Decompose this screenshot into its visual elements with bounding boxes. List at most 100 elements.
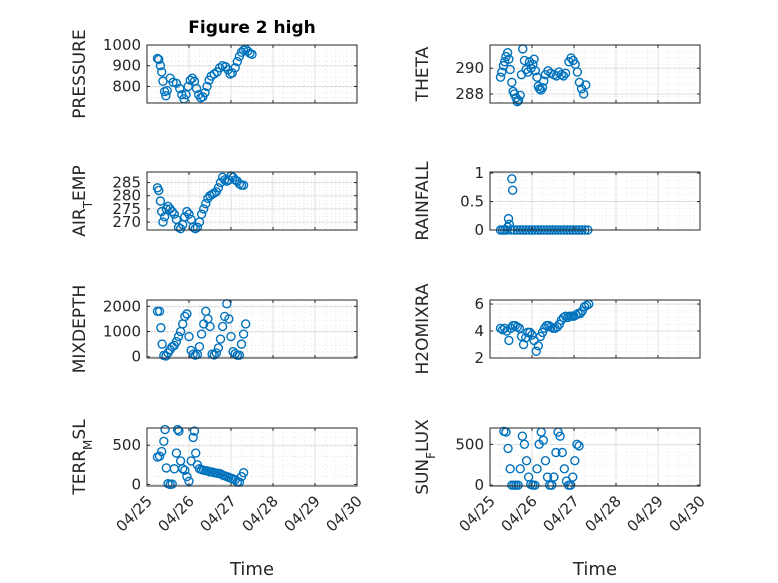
data-point (217, 321, 228, 332)
data-point (171, 448, 182, 458)
x-tick-label: 04/26 (498, 492, 541, 535)
data-point (183, 81, 193, 92)
data-point (574, 441, 584, 451)
x-tick-label: 04/29 (281, 492, 324, 535)
y-tick-label: 900 (112, 57, 141, 75)
data-point (167, 206, 177, 217)
y-axis-label: SUNFLUX (413, 419, 438, 495)
data-point (154, 306, 165, 317)
data-point (202, 81, 212, 92)
data-point (156, 67, 167, 77)
y-tick-label: 6 (474, 295, 484, 313)
data-point (515, 464, 525, 474)
data-point (205, 321, 215, 332)
data-point (215, 334, 226, 344)
data-point (516, 69, 527, 80)
data-point (552, 322, 562, 332)
data-point (196, 329, 207, 339)
y-tick-label: 4 (474, 322, 484, 340)
data-point (238, 329, 249, 339)
data-point (159, 436, 169, 447)
data-point (500, 323, 510, 334)
data-point (171, 336, 182, 347)
data-point (538, 435, 549, 445)
data-point (549, 472, 559, 482)
data-point (156, 323, 166, 333)
data-series (495, 44, 591, 107)
data-point (507, 77, 517, 88)
y-tick-label: 1000 (103, 323, 141, 341)
data-series (152, 171, 249, 234)
data-point (247, 49, 257, 60)
data-point (505, 64, 515, 75)
data-point (213, 183, 224, 193)
data-point (512, 322, 522, 332)
x-tick-label: 04/29 (624, 492, 667, 535)
data-point (572, 67, 583, 77)
data-point (570, 455, 580, 466)
x-tick-label: 04/27 (540, 492, 583, 535)
data-point (234, 179, 245, 189)
panel-mixdepth: 0 1000 2000 MIXDEPTH (70, 285, 358, 373)
data-point (174, 426, 184, 436)
axes-box (489, 427, 701, 487)
data-point (537, 82, 548, 93)
x-tick-label: 04/27 (197, 492, 240, 535)
data-point (169, 209, 180, 219)
data-series (152, 299, 251, 361)
data-point (192, 222, 203, 233)
y-tick-label: 2 (474, 349, 484, 367)
axes-box (146, 44, 358, 104)
data-point (182, 206, 192, 217)
data-point (211, 348, 222, 358)
panel-pressure: 800 900 1000 PRESSURE Figure 2 high (70, 18, 358, 119)
data-point (184, 331, 194, 342)
data-point (504, 219, 515, 230)
x-tick-label: 04/30 (666, 492, 709, 535)
axes-box (146, 171, 358, 231)
y-axis-label: H2OMIXRA (413, 283, 433, 374)
x-tick-label: 04/28 (239, 492, 282, 535)
data-point (539, 76, 549, 86)
data-series (152, 44, 257, 104)
data-point (161, 91, 171, 101)
y-tick-label: 0 (474, 476, 484, 494)
data-point (226, 331, 236, 342)
data-point (155, 61, 166, 71)
data-point (200, 87, 210, 98)
data-point (172, 424, 183, 435)
data-point (530, 480, 540, 490)
data-point (521, 64, 531, 75)
y-tick-label: 0 (474, 221, 484, 239)
data-point (498, 60, 509, 71)
axes-box (489, 299, 701, 359)
data-point (230, 63, 240, 73)
data-point (529, 54, 539, 64)
data-point (157, 339, 167, 349)
x-tick-label: 04/25 (113, 492, 156, 535)
data-point (162, 85, 172, 96)
data-point (156, 446, 167, 457)
data-point (504, 54, 514, 64)
axes-box (489, 171, 701, 231)
y-axis-label: RAINFALL (413, 161, 433, 241)
data-point (519, 439, 530, 450)
data-point (519, 55, 530, 66)
data-point (572, 439, 582, 450)
y-tick-label: 1000 (103, 36, 141, 54)
data-point (198, 204, 209, 214)
y-axis-label: TERRMSL (70, 419, 95, 496)
data-point (191, 83, 202, 94)
data-point (536, 85, 546, 95)
data-point (525, 327, 535, 338)
y-axis-label: AIRTEMP (70, 165, 95, 236)
axes-box (489, 44, 701, 104)
data-point (167, 479, 177, 489)
data-point (173, 331, 184, 342)
data-point (558, 71, 569, 81)
figure-title: Figure 2 high (188, 18, 316, 38)
panel-theta: 288 290 THETA (413, 44, 701, 107)
data-point (497, 67, 507, 77)
data-point (188, 432, 198, 443)
